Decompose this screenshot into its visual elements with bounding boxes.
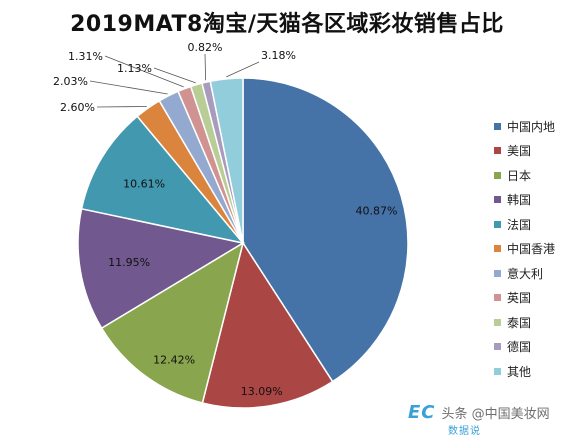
legend-label: 德国 [507, 340, 532, 355]
leader-line-7 [104, 55, 184, 88]
legend-item-7: 英国 [494, 286, 555, 311]
pie-slice-3 [77, 207, 246, 330]
data-label-10: 3.18% [261, 49, 296, 62]
legend-item-3: 韩国 [494, 188, 555, 213]
legend-swatch [494, 269, 501, 277]
legend-swatch [494, 147, 501, 155]
legend-swatch [494, 220, 501, 228]
data-label-2: 12.42% [153, 354, 195, 367]
chart-title: 2019MAT8淘宝/天猫各区域彩妆销售占比 [70, 12, 504, 37]
legend-label: 其他 [507, 364, 532, 379]
legend-label: 英国 [507, 291, 532, 306]
legend-swatch [494, 294, 501, 302]
data-label-6: 2.03% [53, 75, 88, 88]
legend: 中国内地美国日本韩国法国中国香港意大利英国泰国德国其他 [494, 114, 555, 384]
legend-label: 中国内地 [507, 119, 556, 134]
legend-item-10: 其他 [494, 359, 555, 384]
legend-label: 中国香港 [507, 242, 556, 257]
legend-swatch [494, 343, 501, 351]
legend-item-6: 意大利 [494, 261, 555, 286]
legend-swatch [494, 171, 501, 179]
leader-line-9 [204, 53, 207, 81]
data-label-0: 40.87% [355, 204, 397, 217]
legend-label: 法国 [507, 217, 532, 232]
watermark: EC 数据说 头条 @中国美妆网 [408, 402, 550, 437]
legend-label: 泰国 [507, 315, 532, 330]
watermark-logo: EC [408, 402, 436, 423]
pie-slice-2 [100, 241, 245, 404]
data-label-8: 1.13% [117, 62, 152, 75]
legend-label: 意大利 [507, 266, 544, 281]
legend-item-2: 日本 [494, 163, 555, 188]
legend-swatch [494, 318, 501, 326]
leader-line-5 [96, 106, 147, 108]
data-label-7: 1.31% [68, 50, 103, 63]
watermark-text: 头条 @中国美妆网 [441, 407, 550, 422]
watermark-sub: 数据说 [448, 426, 481, 437]
leader-line-10 [226, 61, 260, 78]
legend-swatch [494, 196, 501, 204]
legend-item-1: 美国 [494, 139, 555, 164]
data-label-5: 2.60% [60, 101, 95, 114]
legend-label: 日本 [507, 168, 532, 183]
legend-item-4: 法国 [494, 212, 555, 237]
legend-item-5: 中国香港 [494, 237, 555, 262]
legend-swatch [494, 367, 501, 375]
legend-swatch [494, 245, 501, 253]
pie-slice-1 [201, 241, 334, 409]
data-label-9: 0.82% [188, 41, 223, 54]
data-label-4: 10.61% [123, 177, 165, 190]
leader-line-6 [89, 80, 168, 95]
leader-line-8 [153, 67, 196, 84]
legend-label: 韩国 [507, 193, 532, 208]
leader-lines [89, 53, 260, 108]
data-label-1: 13.09% [241, 385, 283, 398]
pie-slices [77, 77, 409, 409]
legend-label: 美国 [507, 144, 532, 159]
data-label-3: 11.95% [108, 256, 150, 269]
data-labels: 40.87% 13.09% 12.42% 11.95% 10.61% 2.60% 2.03%… [53, 41, 397, 398]
pie-slice-10 [209, 77, 244, 244]
legend-item-9: 德国 [494, 335, 555, 360]
pie-slice-4 [80, 115, 245, 245]
legend-swatch [494, 122, 501, 130]
legend-item-8: 泰国 [494, 310, 555, 335]
legend-item-0: 中国内地 [494, 114, 555, 139]
